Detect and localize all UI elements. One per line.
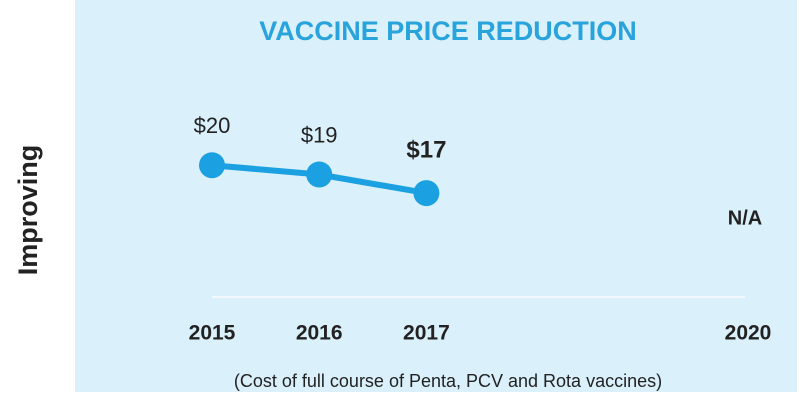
x-tick-label: 2017 bbox=[403, 322, 450, 345]
data-label: $19 bbox=[301, 122, 338, 147]
annotation: N/A bbox=[728, 207, 762, 229]
data-label: $17 bbox=[406, 136, 446, 163]
y-axis-label: Improving bbox=[13, 145, 43, 276]
chart-title: VACCINE PRICE REDUCTION bbox=[259, 16, 637, 46]
point bbox=[199, 152, 225, 179]
x-tick-label: 2020 bbox=[725, 322, 772, 345]
point bbox=[413, 180, 440, 207]
x-tick-label: 2016 bbox=[296, 322, 343, 345]
data-label: $20 bbox=[194, 113, 231, 138]
point bbox=[306, 161, 333, 188]
x-tick-label: 2015 bbox=[189, 322, 236, 345]
note: (Cost of full course of Penta, PCV and R… bbox=[234, 371, 662, 391]
